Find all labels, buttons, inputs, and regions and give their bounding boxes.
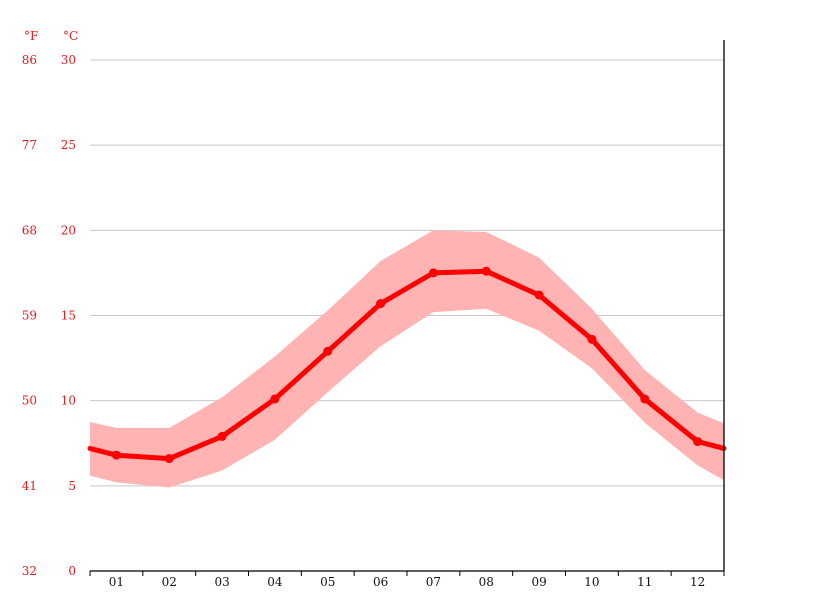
x-tick-label: 08 xyxy=(479,575,494,589)
data-point-09 xyxy=(534,290,544,300)
x-tick-label: 10 xyxy=(584,575,599,589)
data-point-04 xyxy=(270,394,280,404)
x-tick-label: 07 xyxy=(426,575,441,589)
y-tick-label-fahrenheit: 86 xyxy=(22,53,37,67)
y-tick-label-celsius: 20 xyxy=(61,223,76,237)
y-tick-label-celsius: 0 xyxy=(68,564,76,578)
fahrenheit-unit-label: °F xyxy=(24,29,38,43)
x-tick-label: 06 xyxy=(373,575,388,589)
y-tick-label-celsius: 15 xyxy=(61,309,76,323)
y-tick-label-celsius: 5 xyxy=(68,479,76,493)
series-line xyxy=(87,268,727,462)
data-point-11 xyxy=(640,394,650,404)
x-tick-label: 09 xyxy=(531,575,546,589)
x-tick-label: 01 xyxy=(109,575,124,589)
x-tick-label: 04 xyxy=(267,575,283,589)
axes xyxy=(89,40,725,576)
y-tick-label-celsius: 30 xyxy=(61,53,76,67)
data-point-10 xyxy=(587,334,597,344)
y-tick-label-fahrenheit: 59 xyxy=(22,309,37,323)
x-tick-label: 05 xyxy=(320,575,335,589)
data-point-07 xyxy=(428,268,438,278)
y-tick-labels: 0 32 5 41 10 50 15 59 20 68 25 77 30 86 xyxy=(22,53,76,578)
data-points xyxy=(111,266,703,464)
data-point-08 xyxy=(481,266,491,276)
y-tick-label-fahrenheit: 77 xyxy=(22,138,37,152)
x-tick-label: 02 xyxy=(162,575,177,589)
temperature-line xyxy=(87,268,727,462)
x-tick-label: 11 xyxy=(637,575,652,589)
temperature-range-band xyxy=(90,230,724,488)
y-tick-label-celsius: 25 xyxy=(61,138,76,152)
data-point-06 xyxy=(376,299,386,309)
data-point-03 xyxy=(217,431,227,441)
x-tick-labels: 01 02 03 04 05 06 07 08 09 10 11 12 xyxy=(109,575,705,589)
range-band-area xyxy=(90,230,724,488)
x-tick-label: 03 xyxy=(214,575,229,589)
data-point-02 xyxy=(164,454,174,464)
y-tick-label-fahrenheit: 41 xyxy=(22,479,37,493)
y-tick-label-fahrenheit: 50 xyxy=(22,394,37,408)
y-tick-label-celsius: 10 xyxy=(61,394,76,408)
x-tick-label: 12 xyxy=(690,575,705,589)
data-point-01 xyxy=(111,450,121,460)
celsius-unit-label: °C xyxy=(63,29,78,43)
y-tick-label-fahrenheit: 68 xyxy=(22,223,37,237)
data-point-12 xyxy=(693,437,703,447)
y-tick-label-fahrenheit: 32 xyxy=(22,564,37,578)
data-point-05 xyxy=(323,346,333,356)
